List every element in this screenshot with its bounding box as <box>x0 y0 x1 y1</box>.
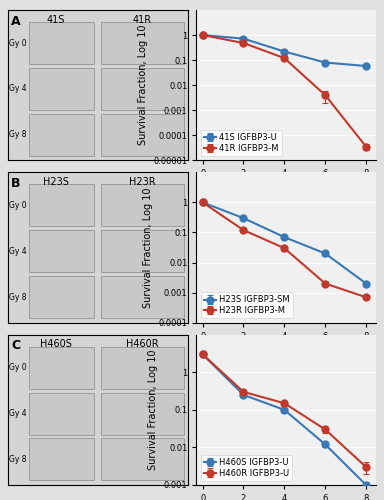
Text: H23S: H23S <box>43 177 69 187</box>
Text: C: C <box>11 339 20 352</box>
X-axis label: Gy: Gy <box>280 346 293 356</box>
Text: 41R: 41R <box>133 14 152 24</box>
FancyBboxPatch shape <box>29 276 94 318</box>
Text: A: A <box>11 14 21 28</box>
Text: 41S: 41S <box>47 14 65 24</box>
Legend: 41S IGFBP3-U, 41R IGFBP3-M: 41S IGFBP3-U, 41R IGFBP3-M <box>201 130 282 156</box>
FancyBboxPatch shape <box>29 184 94 226</box>
Text: Gy 8: Gy 8 <box>10 130 27 140</box>
Text: Gy 0: Gy 0 <box>10 38 27 48</box>
FancyBboxPatch shape <box>101 22 184 64</box>
FancyBboxPatch shape <box>101 68 184 110</box>
Text: H460S: H460S <box>40 339 72 349</box>
FancyBboxPatch shape <box>29 346 94 389</box>
FancyBboxPatch shape <box>29 438 94 480</box>
FancyBboxPatch shape <box>101 346 184 389</box>
X-axis label: Gy: Gy <box>280 184 293 194</box>
Text: Gy 4: Gy 4 <box>10 247 27 256</box>
Text: Gy 0: Gy 0 <box>10 364 27 372</box>
FancyBboxPatch shape <box>101 184 184 226</box>
Y-axis label: Survival Fraction, Log 10: Survival Fraction, Log 10 <box>138 25 148 146</box>
Text: H23R: H23R <box>129 177 156 187</box>
FancyBboxPatch shape <box>29 230 94 272</box>
FancyBboxPatch shape <box>29 392 94 434</box>
FancyBboxPatch shape <box>29 22 94 64</box>
Text: Gy 4: Gy 4 <box>10 409 27 418</box>
FancyBboxPatch shape <box>101 438 184 480</box>
FancyBboxPatch shape <box>101 392 184 434</box>
Text: H460R: H460R <box>126 339 159 349</box>
FancyBboxPatch shape <box>29 68 94 110</box>
Legend: H23S IGFBP3-SM, H23R IGFBP3-M: H23S IGFBP3-SM, H23R IGFBP3-M <box>201 292 293 318</box>
FancyBboxPatch shape <box>101 230 184 272</box>
Text: B: B <box>11 177 21 190</box>
FancyBboxPatch shape <box>29 114 94 156</box>
Text: Gy 0: Gy 0 <box>10 201 27 210</box>
Text: Gy 4: Gy 4 <box>10 84 27 94</box>
Y-axis label: Survival Fraction, Log 10: Survival Fraction, Log 10 <box>143 187 153 308</box>
Text: Gy 8: Gy 8 <box>10 292 27 302</box>
FancyBboxPatch shape <box>101 276 184 318</box>
Legend: H460S IGFBP3-U, H460R IGFBP3-U: H460S IGFBP3-U, H460R IGFBP3-U <box>201 454 293 481</box>
Y-axis label: Survival Fraction, Log 10: Survival Fraction, Log 10 <box>148 350 158 470</box>
Text: Gy 8: Gy 8 <box>10 455 27 464</box>
FancyBboxPatch shape <box>101 114 184 156</box>
